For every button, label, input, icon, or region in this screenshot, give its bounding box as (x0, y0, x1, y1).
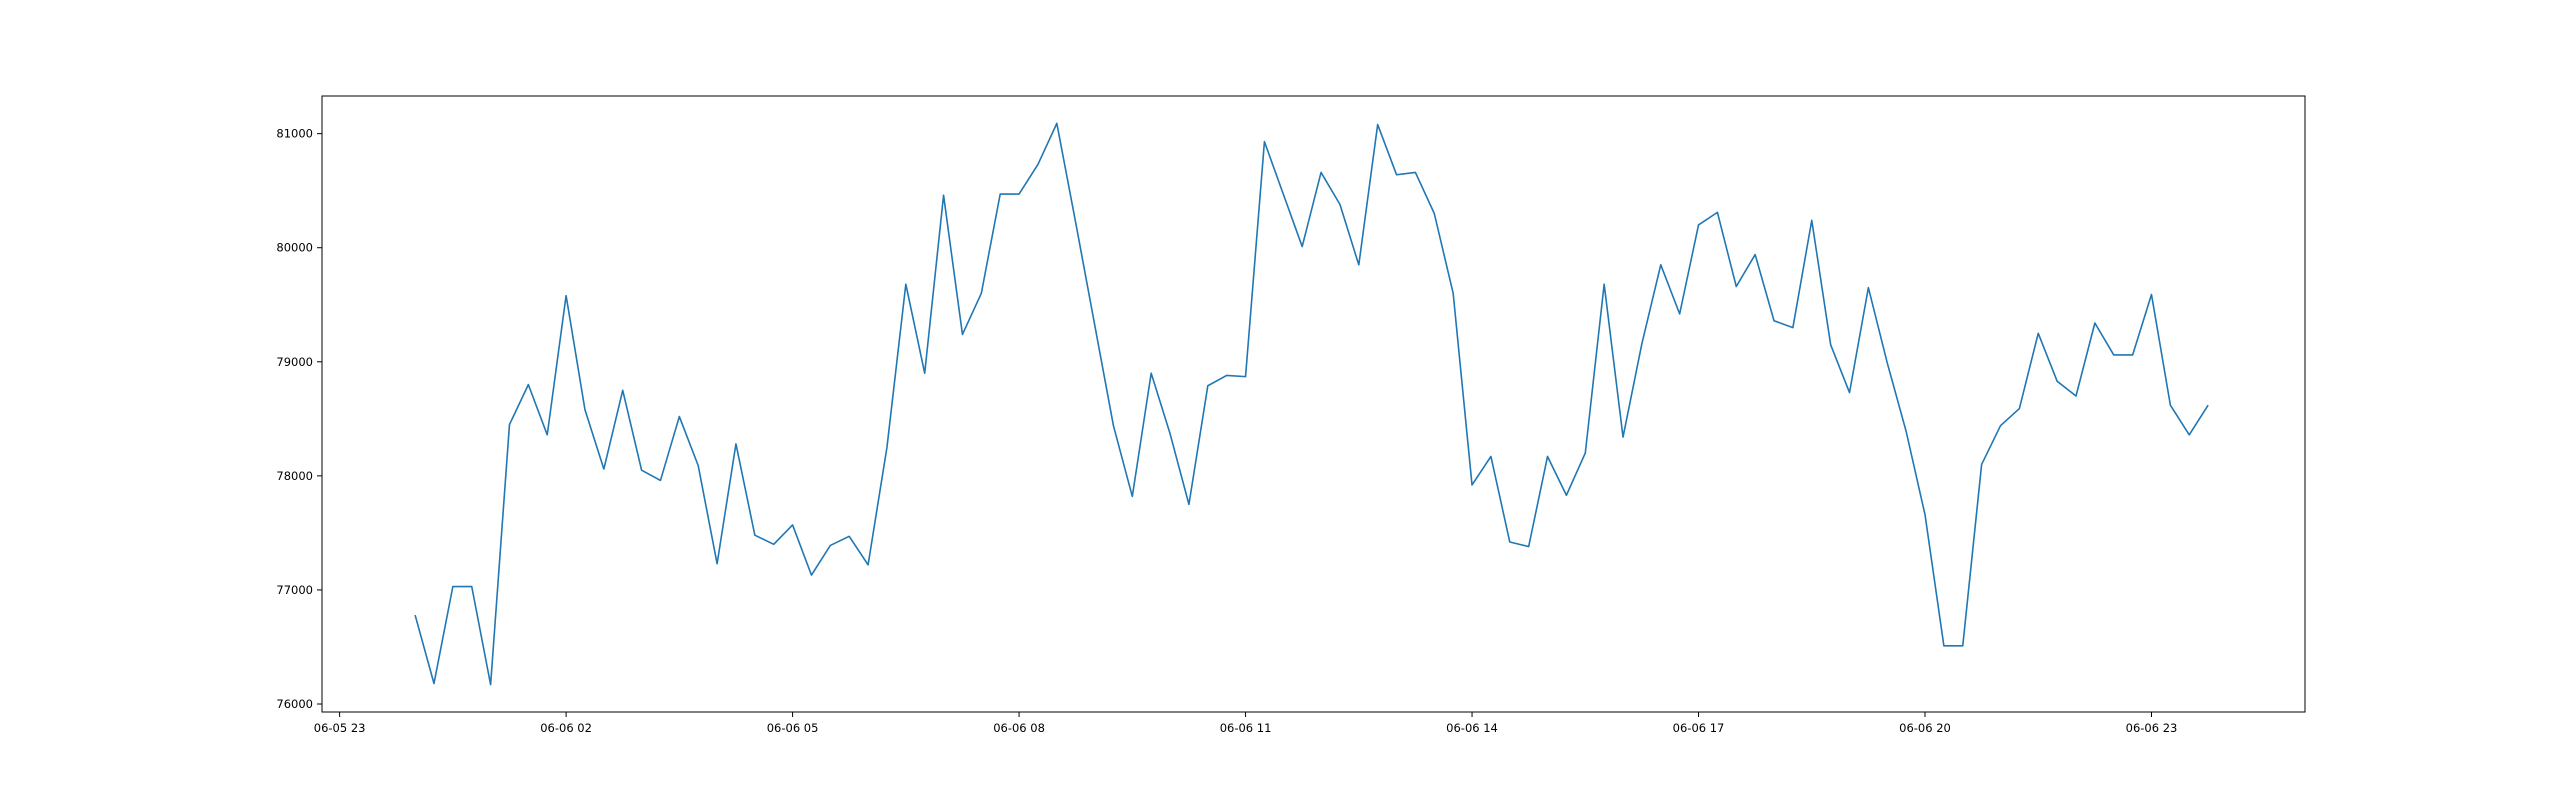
series-layer (414, 122, 2209, 686)
x-axis: 06-05 23 06-06 02 06-06 05 06-06 08 06-06 11… (314, 712, 2178, 735)
x-tick-label: 06-06 08 (993, 721, 1045, 735)
x-tick-label: 06-06 20 (1899, 721, 1951, 735)
series-line (414, 122, 2209, 686)
y-tick-label: 79000 (276, 355, 313, 369)
x-tick-label: 06-06 11 (1220, 721, 1272, 735)
x-tick-label: 06-06 17 (1673, 721, 1725, 735)
axes-frame (321, 95, 2306, 713)
y-tick-label: 81000 (276, 127, 313, 141)
y-tick-label: 77000 (276, 583, 313, 597)
y-tick-label: 80000 (276, 241, 313, 255)
x-tick-label: 06-06 02 (540, 721, 592, 735)
y-tick-label: 78000 (276, 469, 313, 483)
x-tick-label: 06-06 14 (1446, 721, 1498, 735)
y-axis: 76000 77000 78000 79000 80000 81000 (276, 127, 322, 711)
x-tick-label: 06-06 23 (2126, 721, 2178, 735)
x-tick-label: 06-05 23 (314, 721, 366, 735)
x-tick-label: 06-06 05 (767, 721, 819, 735)
plot-area (321, 95, 2306, 713)
y-tick-label: 76000 (276, 697, 313, 711)
